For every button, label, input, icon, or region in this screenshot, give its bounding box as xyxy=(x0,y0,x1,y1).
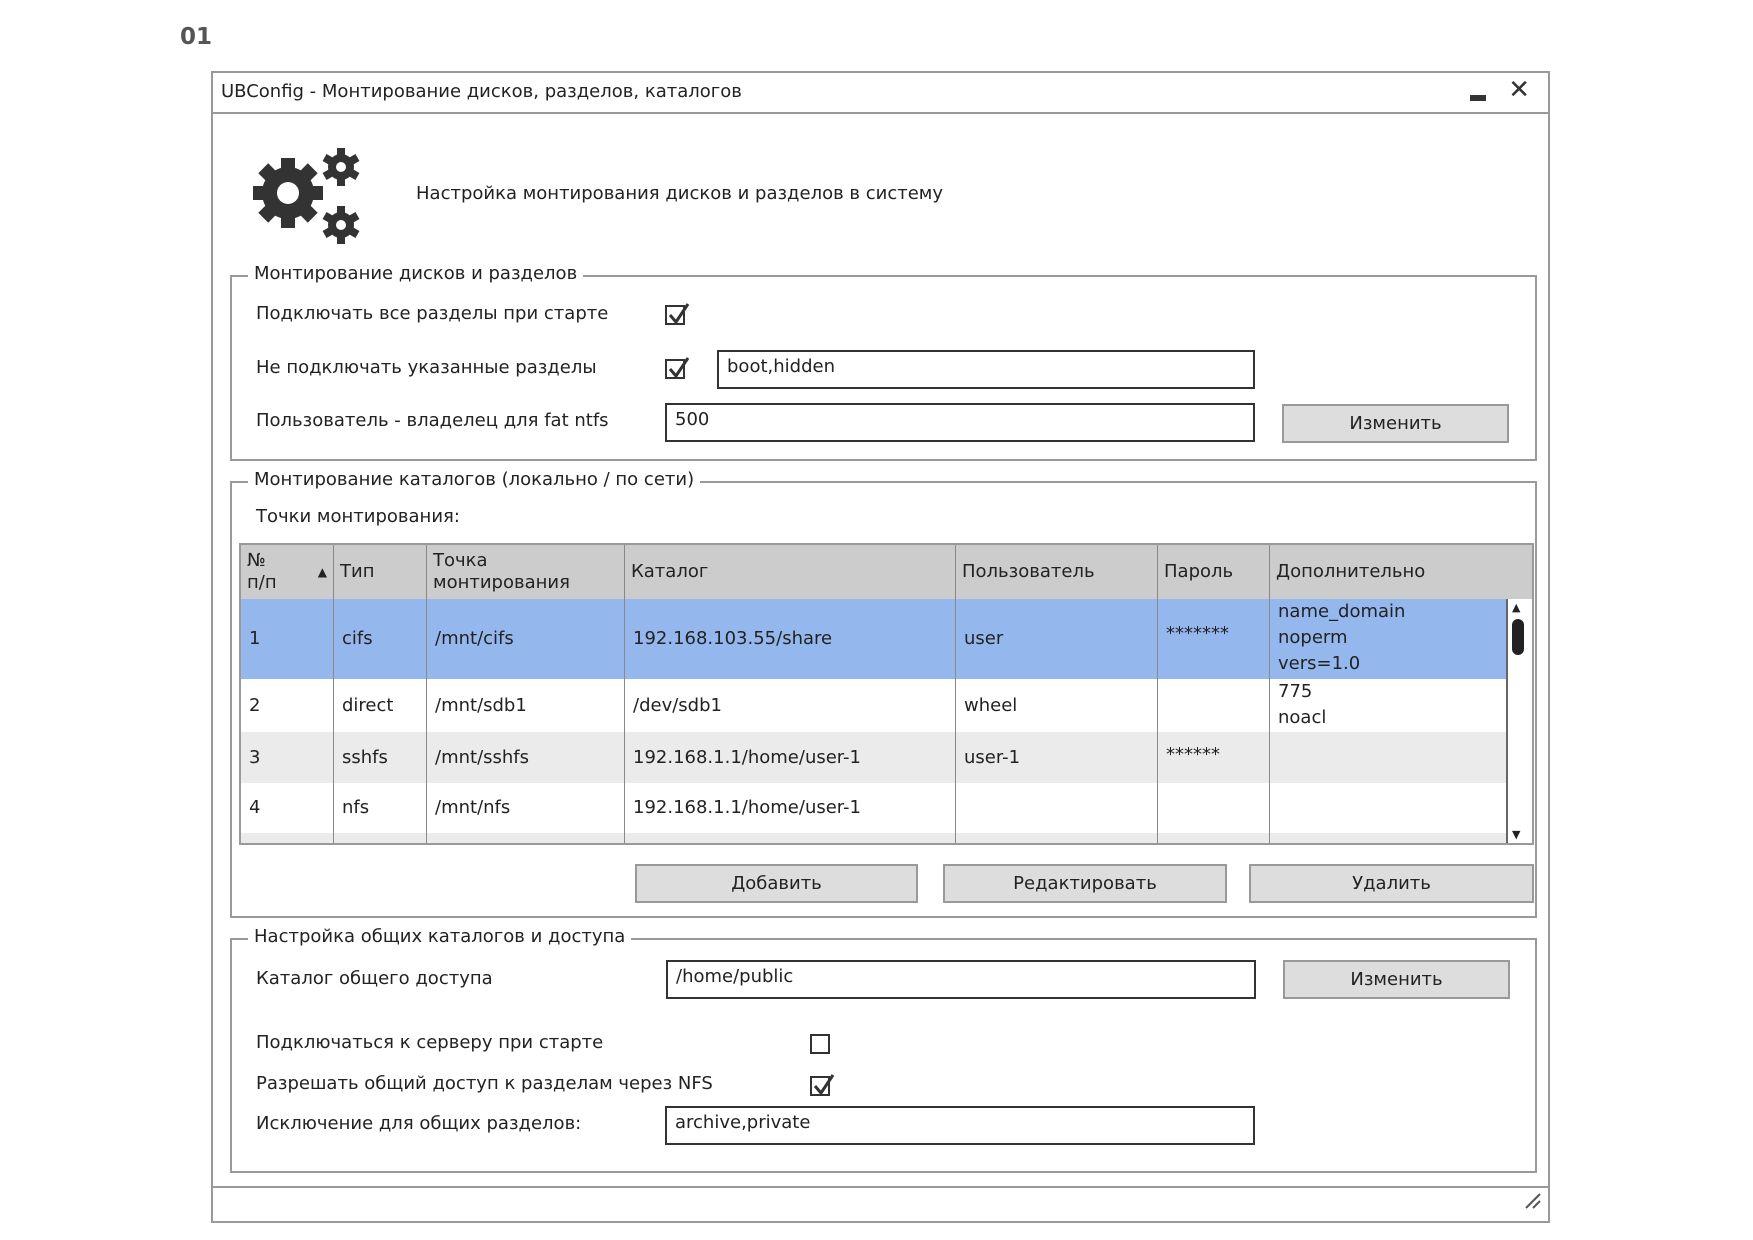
mount-all-checkbox[interactable] xyxy=(665,303,690,325)
cell-extra: name_domain noperm vers=1.0 xyxy=(1270,599,1511,679)
page-number: 01 xyxy=(180,24,213,50)
cell-n: 1 xyxy=(241,599,334,679)
add-button[interactable]: Добавить xyxy=(635,864,918,903)
cell-catalog: 192.168.1.1/home/user-1 xyxy=(625,783,956,833)
owner-change-button[interactable]: Изменить xyxy=(1282,404,1509,443)
cell-empty xyxy=(334,833,427,843)
cell-user: wheel xyxy=(956,679,1158,732)
column-header[interactable]: Тип xyxy=(334,545,427,599)
cell-type: nfs xyxy=(334,783,427,833)
cell-mount: /mnt/sdb1 xyxy=(427,679,625,732)
window-title: UBConfig - Монтирование дисков, разделов… xyxy=(221,81,742,102)
status-bar xyxy=(213,1186,1548,1188)
mount-all-label: Подключать все разделы при старте xyxy=(256,303,609,324)
gears-icon xyxy=(253,146,368,251)
connect-checkbox[interactable] xyxy=(810,1034,830,1054)
shared-group: Настройка общих каталогов и доступа Ката… xyxy=(230,926,1537,1173)
shared-dir-label: Каталог общего доступа xyxy=(256,968,493,989)
cell-n: 2 xyxy=(241,679,334,732)
column-header[interactable]: Пользователь xyxy=(956,545,1158,599)
cell-type: direct xyxy=(334,679,427,732)
shared-legend: Настройка общих каталогов и доступа xyxy=(248,926,632,947)
cell-password: ****** xyxy=(1158,732,1270,783)
minimize-button[interactable] xyxy=(1470,95,1486,101)
header-text: Настройка монтирования дисков и разделов… xyxy=(416,183,944,204)
cell-type: cifs xyxy=(334,599,427,679)
cell-password xyxy=(1158,679,1270,732)
cell-empty xyxy=(1158,833,1270,843)
edit-button[interactable]: Редактировать xyxy=(943,864,1227,903)
owner-input[interactable]: 500 xyxy=(665,403,1255,442)
window: UBConfig - Монтирование дисков, разделов… xyxy=(211,71,1550,1223)
cell-mount: /mnt/sshfs xyxy=(427,732,625,783)
column-header-label: № п/п xyxy=(247,550,277,593)
cell-user: user-1 xyxy=(956,732,1158,783)
column-header[interactable]: Точка монтирования xyxy=(427,545,625,599)
column-header-label: Пользователь xyxy=(962,561,1095,582)
exclude-input[interactable]: boot,hidden xyxy=(717,350,1255,389)
shared-exclude-input[interactable]: archive,private xyxy=(665,1106,1255,1145)
column-header[interactable]: № п/п ▲ xyxy=(241,545,334,599)
close-button[interactable]: ✕ xyxy=(1508,75,1530,105)
disks-group: Монтирование дисков и разделов Подключат… xyxy=(230,263,1537,461)
cell-password xyxy=(1158,783,1270,833)
exclude-label: Не подключать указанные разделы xyxy=(256,357,597,378)
scroll-thumb[interactable] xyxy=(1512,619,1524,655)
mount-points-table: № п/п ▲ Тип Точка монтирования Каталог Пользо… xyxy=(239,543,1534,845)
cell-empty xyxy=(427,833,625,843)
cell-extra xyxy=(1270,732,1511,783)
column-header-label: Дополнительно xyxy=(1276,561,1426,582)
cell-catalog: /dev/sdb1 xyxy=(625,679,956,732)
disks-legend: Монтирование дисков и разделов xyxy=(248,263,584,284)
cell-empty xyxy=(241,833,334,843)
cell-n: 4 xyxy=(241,783,334,833)
cell-empty xyxy=(956,833,1158,843)
nfs-checkbox[interactable] xyxy=(810,1074,835,1096)
cell-mount: /mnt/cifs xyxy=(427,599,625,679)
table-row[interactable]: 2 direct/mnt/sdb1/dev/sdb1 wheel 775 noacl xyxy=(241,679,1511,732)
column-header[interactable]: Дополнительно xyxy=(1270,545,1532,599)
column-header[interactable]: Пароль xyxy=(1158,545,1270,599)
owner-label: Пользователь - владелец для fat ntfs xyxy=(256,410,609,431)
catalogs-group: Монтирование каталогов (локально / по се… xyxy=(230,469,1537,918)
column-header-label: Тип xyxy=(340,561,375,582)
table-row[interactable]: 4 nfs/mnt/nfs 192.168.1.1/home/user-1 xyxy=(241,783,1511,833)
exclude-checkbox[interactable] xyxy=(665,357,690,379)
table-row[interactable]: 1 cifs/mnt/cifs 192.168.103.55/share user **… xyxy=(241,599,1511,679)
title-bar: UBConfig - Монтирование дисков, разделов… xyxy=(213,73,1548,114)
cell-mount: /mnt/nfs xyxy=(427,783,625,833)
cell-catalog: 192.168.1.1/home/user-1 xyxy=(625,732,956,783)
mount-points-label: Точки монтирования: xyxy=(256,506,460,527)
column-header-label: Каталог xyxy=(631,561,709,582)
column-header[interactable]: Каталог xyxy=(625,545,956,599)
catalogs-legend: Монтирование каталогов (локально / по се… xyxy=(248,469,701,490)
table-row[interactable]: 3 sshfs/mnt/sshfs 192.168.1.1/home/user-1 u… xyxy=(241,732,1511,783)
cell-user xyxy=(956,783,1158,833)
cell-password: ******* xyxy=(1158,599,1270,679)
cell-user: user xyxy=(956,599,1158,679)
connect-label: Подключаться к серверу при старте xyxy=(256,1032,604,1053)
shared-dir-change-button[interactable]: Изменить xyxy=(1283,960,1510,999)
cell-empty xyxy=(625,833,956,843)
resize-grip-icon[interactable] xyxy=(1524,1192,1542,1215)
nfs-label: Разрешать общий доступ к разделам через … xyxy=(256,1073,713,1094)
table-row-partial xyxy=(241,833,1511,843)
cell-extra: 775 noacl xyxy=(1270,679,1511,732)
cell-catalog: 192.168.103.55/share xyxy=(625,599,956,679)
cell-type: sshfs xyxy=(334,732,427,783)
sort-asc-icon[interactable]: ▲ xyxy=(317,565,327,579)
shared-exclude-label: Исключение для общих разделов: xyxy=(256,1113,582,1134)
cell-empty xyxy=(1270,833,1511,843)
delete-button[interactable]: Удалить xyxy=(1249,864,1534,903)
cell-n: 3 xyxy=(241,732,334,783)
table-scrollbar[interactable]: ▲ ▼ xyxy=(1506,599,1532,843)
cell-extra xyxy=(1270,783,1511,833)
scroll-up-icon[interactable]: ▲ xyxy=(1512,601,1521,614)
column-header-label: Точка монтирования xyxy=(433,550,570,593)
column-header-label: Пароль xyxy=(1164,561,1234,582)
shared-dir-input[interactable]: /home/public xyxy=(666,960,1256,999)
scroll-down-icon[interactable]: ▼ xyxy=(1512,828,1521,841)
